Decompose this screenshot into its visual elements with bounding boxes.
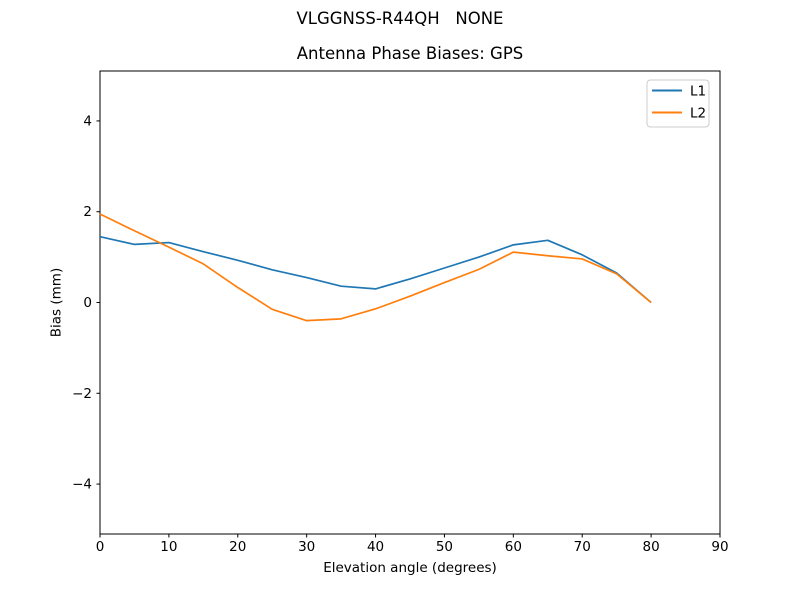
y-axis-label: Bias (mm) — [48, 267, 65, 338]
legend-l2-label: L2 — [690, 106, 706, 122]
x-tick-label: 0 — [96, 539, 105, 555]
x-axis-label: Elevation angle (degrees) — [323, 560, 497, 576]
x-tick-label: 10 — [160, 539, 177, 555]
y-tick-label: −2 — [72, 386, 92, 402]
y-tick-label: 0 — [83, 295, 92, 311]
axes-title: Antenna Phase Biases: GPS — [296, 44, 524, 63]
y-tick-label: 4 — [83, 113, 92, 129]
y-tick-label: −4 — [72, 477, 92, 493]
x-axis: 0 10 20 30 40 50 60 70 80 90 — [96, 534, 729, 555]
x-tick-label: 40 — [367, 539, 384, 555]
y-tick-label: 2 — [83, 204, 92, 220]
x-tick-label: 20 — [229, 539, 246, 555]
x-tick-label: 30 — [298, 539, 315, 555]
y-axis: −4 −2 0 2 4 — [72, 113, 100, 493]
series-l1-line — [99, 235, 652, 304]
x-tick-label: 70 — [574, 539, 591, 555]
series-l2-line — [99, 213, 652, 322]
legend: L1 L2 — [646, 79, 710, 128]
x-tick-label: 50 — [436, 539, 453, 555]
figure-title: VLGGNSS-R44QH NONE — [296, 9, 504, 28]
x-tick-label: 90 — [711, 539, 728, 555]
legend-box — [646, 79, 710, 128]
legend-l1-label: L1 — [690, 84, 706, 100]
plot-border — [99, 70, 721, 535]
x-tick-label: 80 — [643, 539, 660, 555]
x-tick-label: 60 — [505, 539, 522, 555]
series-lines — [99, 213, 652, 322]
